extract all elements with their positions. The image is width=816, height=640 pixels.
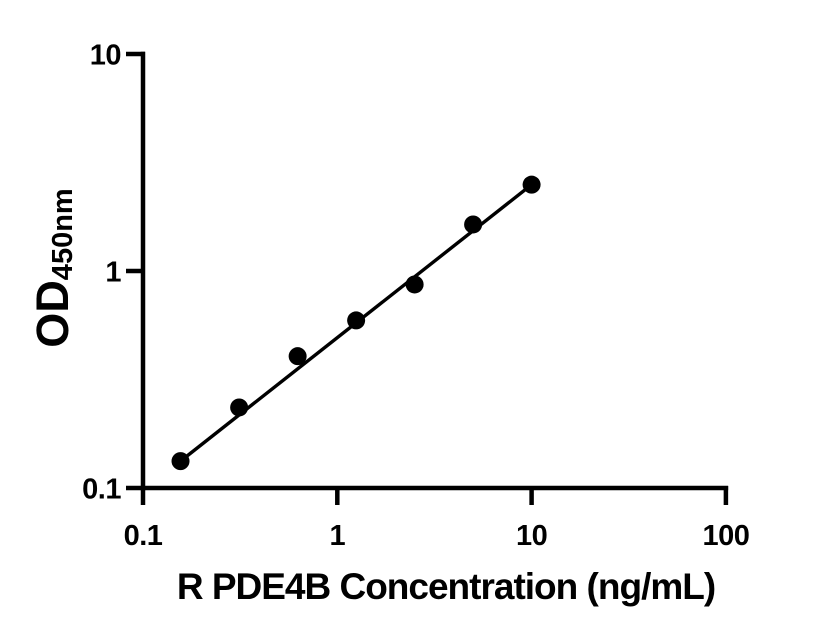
y-axis-title: OD450nm	[27, 188, 79, 347]
data-point	[288, 347, 307, 366]
y-axis-title-main: OD	[27, 280, 78, 348]
y-axis-tick-label: 10	[90, 40, 121, 72]
x-axis-tick-label: 1	[329, 520, 345, 552]
data-point	[522, 175, 541, 194]
data-point	[405, 275, 424, 294]
data-point	[230, 398, 249, 417]
axes-layer	[126, 51, 729, 505]
x-axis-tick-label: 10	[516, 520, 547, 552]
data-point	[347, 311, 366, 330]
data-series-layer	[171, 175, 541, 471]
x-axis-tick-label: 100	[702, 520, 749, 552]
x-axis-title: R PDE4B Concentration (ng/mL)	[177, 566, 715, 607]
y-axis-tick-label: 0.1	[82, 474, 121, 506]
data-point	[171, 452, 190, 471]
y-axis-title-subscript: 450nm	[47, 188, 79, 280]
y-axis-tick-label: 1	[105, 257, 121, 289]
x-axis-tick-label: 0.1	[124, 520, 163, 552]
data-point	[464, 215, 483, 234]
tick-labels-layer: 0.1 1 10 0.1 1 10 100	[82, 40, 750, 553]
